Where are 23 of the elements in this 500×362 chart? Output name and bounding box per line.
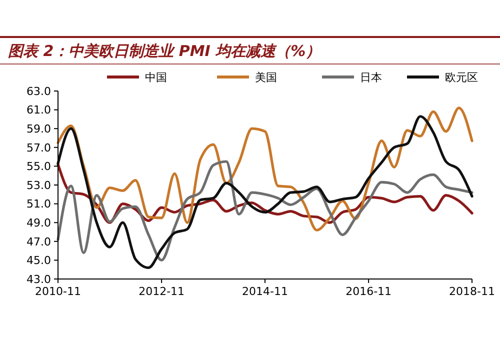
legend-label: 美国 — [255, 70, 277, 84]
y-tick-label: 47.0 — [26, 235, 51, 248]
y-tick-label: 53.0 — [26, 178, 51, 192]
x-tick-label: 2018-11 — [449, 285, 495, 298]
chart-title: 图表 2：中美欧日制造业 PMI 均在减速（%） — [8, 42, 321, 60]
y-tick-label: 59.0 — [26, 122, 51, 136]
y-tick-label: 49.0 — [26, 216, 51, 230]
y-tick-label: 63.0 — [26, 84, 51, 98]
x-tick-label: 2014-11 — [242, 285, 288, 298]
x-tick-label: 2016-11 — [346, 285, 392, 298]
y-tick-label: 61.0 — [26, 104, 51, 117]
y-tick-label: 57.0 — [26, 141, 51, 154]
y-tick-label: 43.0 — [26, 272, 51, 286]
line-series — [56, 160, 474, 262]
legend-label: 中国 — [145, 70, 167, 84]
legend-label: 日本 — [360, 70, 382, 84]
y-tick-label: 55.0 — [26, 160, 51, 174]
y-tick-label: 45.0 — [26, 254, 51, 268]
y-tick-label: 51.0 — [26, 198, 51, 211]
legend-label: 欧元区 — [445, 70, 478, 84]
line-series — [56, 115, 474, 270]
x-tick-label: 2012-11 — [138, 285, 185, 298]
x-tick-label: 2010-11 — [35, 285, 81, 298]
